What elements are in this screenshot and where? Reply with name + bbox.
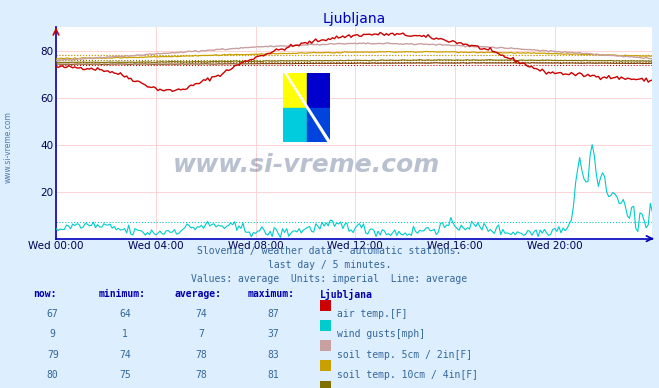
Text: Ljubljana: Ljubljana (320, 289, 372, 300)
Text: 74: 74 (119, 350, 131, 360)
Text: last day / 5 minutes.: last day / 5 minutes. (268, 260, 391, 270)
Text: 83: 83 (268, 350, 279, 360)
Text: minimum:: minimum: (99, 289, 146, 299)
Bar (306, 73, 330, 107)
Text: 78: 78 (195, 370, 207, 380)
Polygon shape (285, 73, 330, 142)
Text: air temp.[F]: air temp.[F] (337, 309, 407, 319)
Text: 75: 75 (119, 370, 131, 380)
Text: 78: 78 (195, 350, 207, 360)
Text: 79: 79 (47, 350, 59, 360)
Text: 1: 1 (123, 329, 128, 340)
Text: 87: 87 (268, 309, 279, 319)
Title: Ljubljana: Ljubljana (323, 12, 386, 26)
Text: www.si-vreme.com: www.si-vreme.com (3, 111, 13, 184)
Text: 67: 67 (47, 309, 59, 319)
Text: 74: 74 (195, 309, 207, 319)
Text: Slovenia / weather data - automatic stations.: Slovenia / weather data - automatic stat… (197, 246, 462, 256)
Text: soil temp. 5cm / 2in[F]: soil temp. 5cm / 2in[F] (337, 350, 472, 360)
Text: 7: 7 (198, 329, 204, 340)
Bar (306, 107, 330, 142)
Text: Values: average  Units: imperial  Line: average: Values: average Units: imperial Line: av… (191, 274, 468, 284)
Text: wind gusts[mph]: wind gusts[mph] (337, 329, 425, 340)
Text: 37: 37 (268, 329, 279, 340)
Text: 81: 81 (268, 370, 279, 380)
Text: soil temp. 10cm / 4in[F]: soil temp. 10cm / 4in[F] (337, 370, 478, 380)
Text: average:: average: (175, 289, 221, 299)
Text: 80: 80 (47, 370, 59, 380)
Text: www.si-vreme.com: www.si-vreme.com (173, 152, 440, 177)
Text: now:: now: (33, 289, 57, 299)
Text: 64: 64 (119, 309, 131, 319)
Text: 9: 9 (50, 329, 55, 340)
Bar (283, 73, 306, 107)
Text: maximum:: maximum: (247, 289, 294, 299)
Bar (283, 107, 306, 142)
